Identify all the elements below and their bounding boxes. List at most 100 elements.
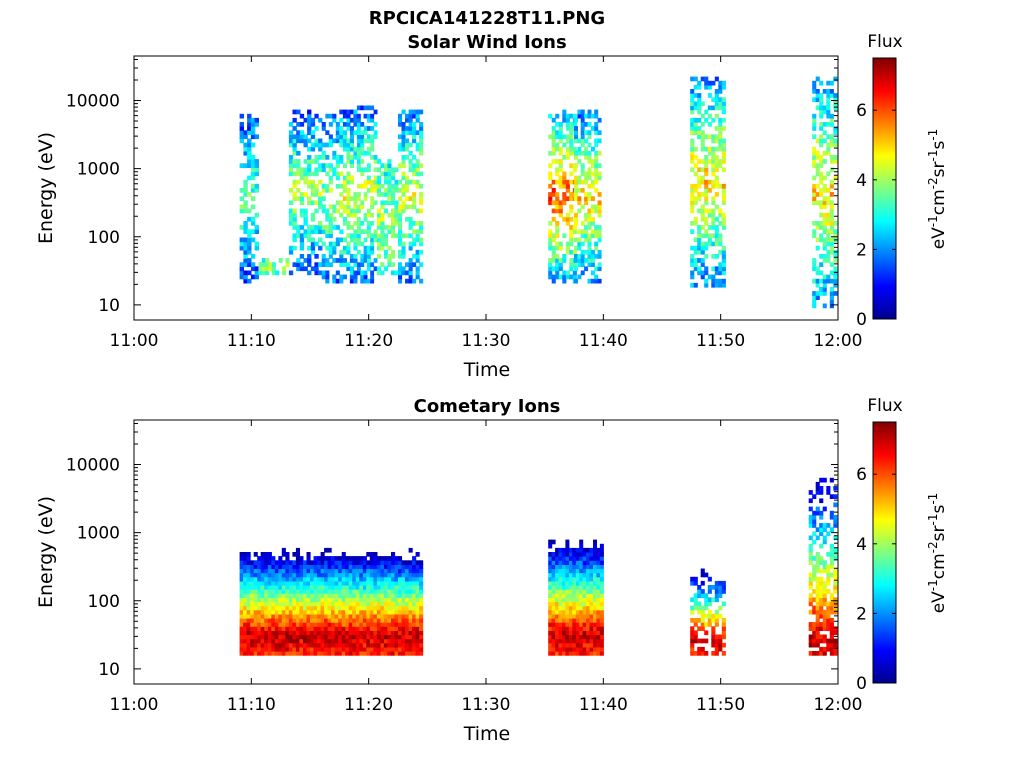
heatmap-cell (320, 618, 325, 623)
heatmap-cell (318, 196, 323, 201)
heatmap-cell (551, 117, 556, 123)
heatmap-cell (574, 163, 578, 168)
heatmap-cell (288, 560, 293, 565)
heatmap-cell (401, 560, 406, 565)
heatmap-cell (558, 589, 563, 594)
heatmap-cell (383, 188, 388, 193)
heatmap-cell (401, 241, 406, 247)
heatmap-cell (819, 200, 824, 206)
heatmap-cell (356, 208, 361, 214)
heatmap-cell (243, 651, 248, 656)
heatmap-cell (355, 642, 360, 648)
heatmap-cell (369, 593, 374, 598)
heatmap-cell (565, 651, 570, 656)
heatmap-cell (288, 626, 293, 631)
heatmap-cell (826, 212, 831, 218)
heatmap-cell (580, 179, 585, 185)
heatmap-cell (243, 572, 248, 578)
heatmap-cell (394, 188, 399, 193)
heatmap-cell (334, 589, 339, 594)
heatmap-cell (257, 630, 262, 636)
heatmap-cell (257, 556, 262, 561)
heatmap-cell (243, 237, 248, 243)
heatmap-cell (419, 589, 424, 594)
heatmap-cell (355, 564, 360, 570)
heatmap-cell (405, 597, 410, 603)
heatmap-cell (580, 117, 585, 123)
heatmap-cell (254, 159, 259, 164)
heatmap-cell (580, 270, 585, 276)
heatmap-cell (339, 249, 344, 255)
heatmap-cell (327, 585, 332, 590)
heatmap-cell (700, 258, 705, 263)
heatmap-cell (587, 122, 592, 127)
heatmap-cell (356, 142, 361, 148)
heatmap-cell (405, 113, 410, 119)
heatmap-cell (711, 638, 716, 644)
heatmap-cell (303, 142, 308, 148)
heatmap-cell (352, 597, 357, 603)
heatmap-cell (704, 233, 709, 239)
heatmap-cell (593, 547, 597, 553)
heatmap-cell (575, 609, 580, 615)
heatmap-cell (260, 593, 265, 598)
heatmap-cell (318, 163, 323, 168)
heatmap-cell (353, 270, 358, 276)
heatmap-cell (299, 576, 304, 582)
heatmap-cell (575, 547, 580, 553)
heatmap-cell (589, 597, 594, 603)
heatmap-cell (721, 80, 726, 86)
heatmap-cell (812, 626, 817, 631)
heatmap-cell (310, 225, 316, 230)
heatmap-cell (267, 651, 272, 656)
heatmap-cell (412, 609, 417, 615)
heatmap-cell (565, 126, 570, 131)
heatmap-cell (575, 618, 580, 623)
heatmap-cell (711, 97, 716, 102)
heatmap-cell (394, 646, 399, 652)
heatmap-cell (721, 159, 726, 164)
heatmap-cell (551, 556, 556, 561)
heatmap-cell (812, 113, 817, 119)
heatmap-cell (405, 572, 410, 578)
heatmap-cell (577, 188, 582, 193)
heatmap-cell (718, 249, 723, 255)
heatmap-cell (288, 163, 294, 168)
heatmap-cell (548, 576, 553, 582)
heatmap-cell (299, 646, 304, 652)
heatmap-cell (352, 576, 357, 582)
heatmap-cell (721, 150, 726, 156)
heatmap-cell (257, 642, 262, 648)
heatmap-cell (711, 159, 716, 164)
heatmap-cell (366, 113, 371, 119)
heatmap-cell (419, 138, 424, 144)
heatmap-cell (711, 221, 716, 226)
heatmap-cell (412, 196, 417, 201)
heatmap-cell (548, 221, 553, 226)
heatmap-cell (555, 134, 560, 140)
heatmap-cell (310, 179, 316, 185)
heatmap-cell (250, 585, 255, 590)
heatmap-cell (250, 216, 256, 222)
heatmap-cell (239, 225, 244, 230)
heatmap-cell (306, 634, 311, 640)
heatmap-cell (587, 134, 592, 140)
heatmap-cell (345, 572, 350, 578)
heatmap-cell (278, 634, 283, 640)
heatmap-cell (587, 221, 592, 226)
heatmap-cell (565, 183, 570, 189)
heatmap-cell (243, 618, 248, 623)
heatmap-cell (376, 585, 381, 590)
heatmap-cell (299, 113, 305, 119)
heatmap-cell (565, 556, 570, 561)
heatmap-cell (376, 254, 381, 259)
heatmap-cell (565, 626, 570, 631)
heatmap-cell (338, 646, 343, 652)
heatmap-cell (391, 605, 396, 611)
heatmap-cell (239, 638, 244, 644)
heatmap-cell (697, 117, 702, 123)
heatmap-cell (366, 134, 371, 140)
heatmap-cell (313, 651, 318, 656)
heatmap-cell (335, 241, 340, 247)
heatmap-cell (697, 97, 702, 102)
